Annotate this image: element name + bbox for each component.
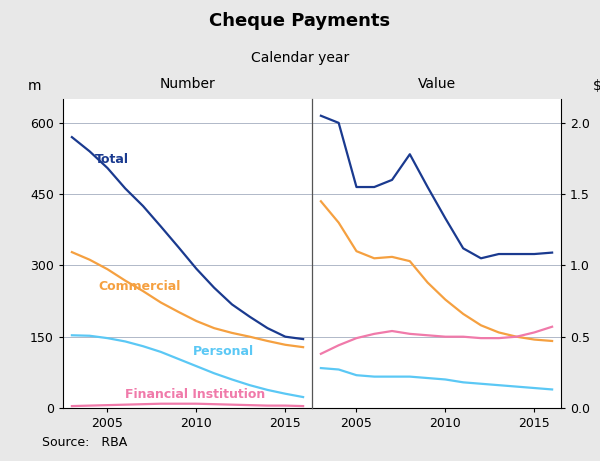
Text: Cheque Payments: Cheque Payments [209, 12, 391, 30]
Text: Commercial: Commercial [98, 280, 181, 293]
Text: Financial Institution: Financial Institution [125, 388, 265, 401]
Text: Value: Value [418, 77, 455, 91]
Text: Source:   RBA: Source: RBA [42, 437, 127, 449]
Text: m: m [28, 79, 41, 93]
Text: Calendar year: Calendar year [251, 51, 349, 65]
Text: $t: $t [593, 79, 600, 93]
Text: Number: Number [160, 77, 215, 91]
Text: Total: Total [95, 153, 129, 166]
Text: Personal: Personal [193, 345, 254, 358]
